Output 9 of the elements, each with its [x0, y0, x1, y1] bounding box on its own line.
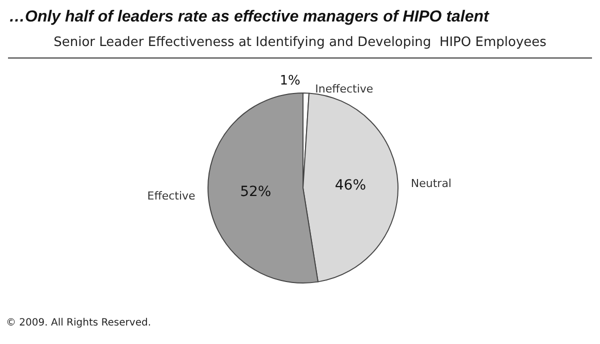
data-label: 52%	[240, 184, 272, 200]
data-label: 46%	[334, 178, 366, 194]
chart-title: …Only half of leaders rate as effective managers of HIPO talent	[9, 8, 490, 26]
text: © 2009. All Rights Reserved.	[6, 318, 152, 328]
slice-label: Neutral	[410, 176, 452, 190]
chart-subtitle: Senior Leader Effectiveness at Identifying and Developing HIPO Employees	[54, 35, 547, 50]
data-label: 1%	[280, 74, 300, 89]
slice-label: Ineffective	[315, 82, 374, 96]
slice-label: Effective	[147, 189, 196, 202]
